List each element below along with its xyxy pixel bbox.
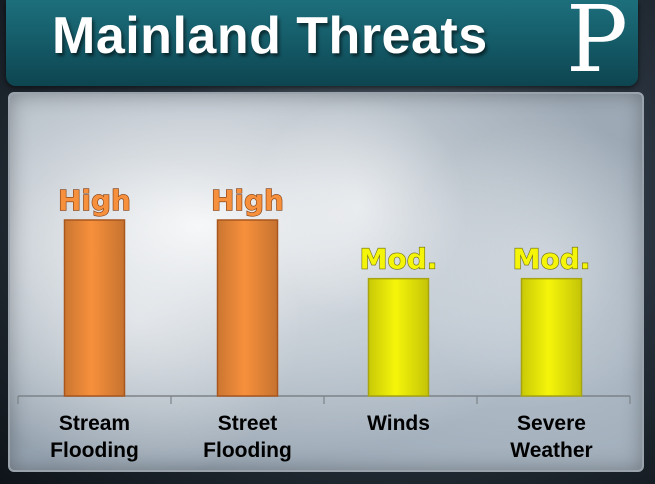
header-banner: Mainland Threats P	[6, 0, 638, 86]
page-title: Mainland Threats	[52, 7, 488, 65]
threat-bar-chart: High Stream Flooding High Street Flooding Mod.…	[17, 183, 631, 462]
logo: P	[566, 0, 628, 93]
category-label: Street	[218, 412, 278, 435]
category-label: Stream	[59, 412, 130, 435]
category-label: Flooding	[50, 439, 139, 462]
category-label: Flooding	[203, 439, 292, 462]
category-label: Severe	[517, 412, 586, 435]
bar	[367, 277, 430, 397]
bar-level-label: Mod.	[513, 243, 591, 276]
bar-level-label: Mod.	[360, 243, 438, 276]
bar	[63, 219, 126, 397]
bar-level-label: High	[58, 184, 131, 217]
chart-panel: High Stream Flooding High Street Flooding Mod.…	[8, 92, 644, 472]
bar-level-label: High	[211, 184, 284, 217]
category-label: Winds	[367, 412, 430, 435]
bar	[520, 277, 583, 397]
bar	[216, 219, 279, 397]
category-label: Weather	[510, 439, 592, 462]
